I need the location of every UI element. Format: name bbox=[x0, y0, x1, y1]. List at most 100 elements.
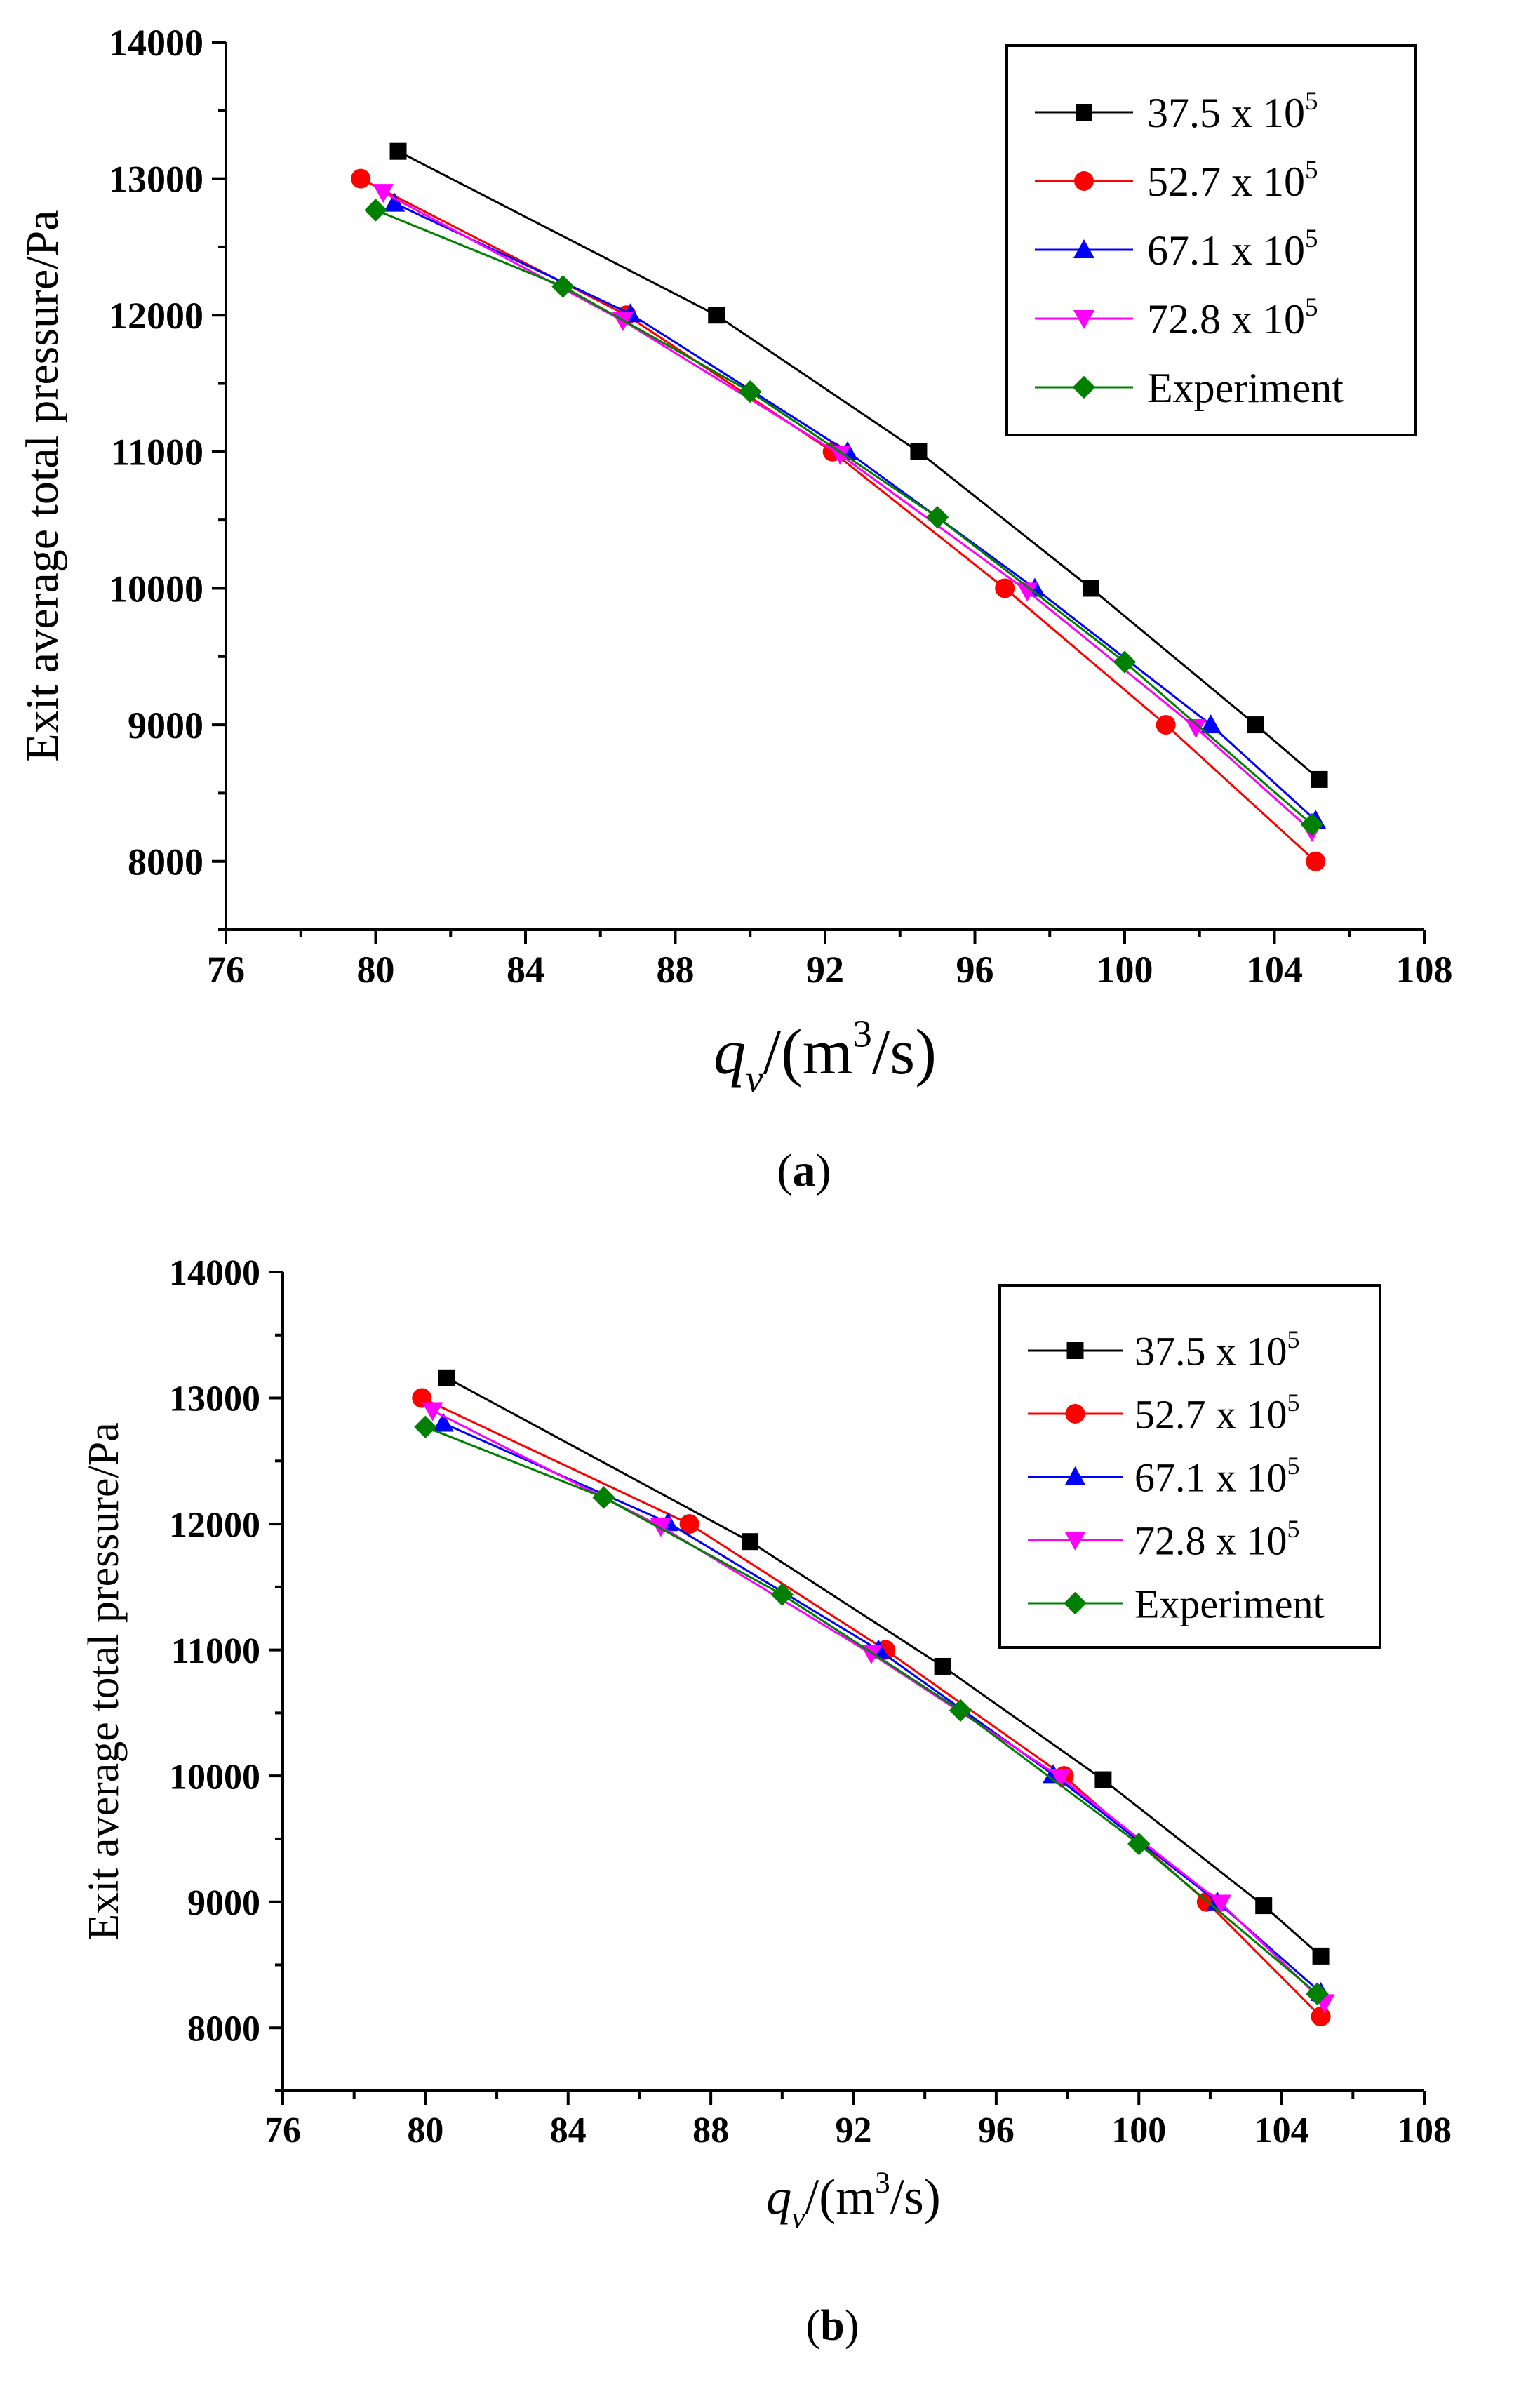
data-point bbox=[739, 380, 762, 403]
x-axis-label: qv/(m3/s) bbox=[766, 2167, 941, 2235]
legend-marker bbox=[1076, 104, 1092, 121]
data-point bbox=[373, 184, 394, 203]
y-tick-label: 14000 bbox=[109, 22, 203, 64]
x-axis-label-post: /s) bbox=[872, 1016, 937, 1088]
data-point bbox=[1156, 715, 1176, 735]
data-point bbox=[432, 1412, 454, 1432]
data-point bbox=[1300, 812, 1324, 836]
x-tick-label: 104 bbox=[1254, 2110, 1309, 2150]
legend-label-exponent: 5 bbox=[1305, 156, 1318, 185]
series-4 bbox=[414, 1415, 1329, 2005]
data-point bbox=[1094, 1771, 1112, 1788]
chart-panel-b: 76 80 84 88 92 96 100 104 108 8000 9000 10000 11000 1… bbox=[80, 1253, 1452, 2350]
x-tick-label: 108 bbox=[1397, 2110, 1452, 2150]
data-point bbox=[742, 1533, 759, 1551]
data-point bbox=[1200, 714, 1221, 734]
data-point bbox=[592, 1486, 615, 1509]
legend-label-text: 37.5 x 10 bbox=[1147, 90, 1305, 136]
series-line bbox=[375, 208, 1313, 826]
panel-caption-letter: a bbox=[793, 1145, 816, 1196]
legend-label-exponent: 5 bbox=[1287, 1515, 1300, 1543]
legend-label: 67.1 x 105 bbox=[1134, 1452, 1300, 1500]
legend-label-text: 72.8 x 10 bbox=[1134, 1518, 1287, 1563]
y-tick-label: 10000 bbox=[109, 568, 203, 610]
data-point bbox=[551, 275, 575, 298]
x-tick-label: 80 bbox=[357, 949, 395, 991]
data-point bbox=[1127, 1832, 1151, 1856]
y-axis-label: Exit average total pressure/Pa bbox=[17, 210, 68, 761]
data-point bbox=[1312, 1947, 1330, 1965]
x-tick-label: 92 bbox=[836, 2110, 872, 2150]
data-point bbox=[934, 1657, 951, 1675]
data-point bbox=[422, 1402, 443, 1421]
legend-marker bbox=[1064, 1532, 1086, 1551]
x-tick-label: 88 bbox=[657, 949, 695, 991]
legend-label-text: Experiment bbox=[1134, 1581, 1325, 1626]
chart-panel-a: 76 80 84 88 92 96 100 104 108 8000 9000 10000 11000 1… bbox=[17, 22, 1453, 1196]
y-tick-label: 11000 bbox=[111, 431, 203, 474]
data-point bbox=[438, 1369, 455, 1386]
legend-label-text: 52.7 x 10 bbox=[1147, 159, 1305, 205]
x-axis-label-pre: /(m bbox=[805, 2169, 875, 2225]
data-point bbox=[351, 168, 371, 189]
y-tick-label: 8000 bbox=[128, 841, 203, 883]
legend-marker bbox=[1073, 239, 1094, 258]
legend-label: 37.5 x 105 bbox=[1134, 1325, 1300, 1374]
panel-caption-letter: b bbox=[820, 2302, 844, 2350]
x-tick-label: 104 bbox=[1246, 949, 1303, 991]
y-tick-label: 10000 bbox=[169, 1757, 260, 1797]
data-point bbox=[1311, 770, 1328, 788]
data-point bbox=[1311, 2007, 1331, 2027]
y-tick-label: 11000 bbox=[171, 1631, 260, 1671]
x-tick-label: 96 bbox=[956, 949, 994, 991]
x-tick-label: 76 bbox=[265, 2110, 301, 2150]
x-tick-label: 76 bbox=[207, 949, 245, 991]
legend-label: 52.7 x 105 bbox=[1134, 1389, 1300, 1437]
data-point bbox=[414, 1415, 437, 1439]
data-point bbox=[1255, 1897, 1273, 1915]
legend-label-exponent: 5 bbox=[1305, 293, 1318, 322]
series-0 bbox=[389, 142, 1328, 788]
legend-label-text: 72.8 x 10 bbox=[1147, 296, 1305, 342]
data-point bbox=[1306, 1982, 1329, 2005]
data-point bbox=[1185, 718, 1207, 738]
x-tick-label: 88 bbox=[692, 2110, 729, 2150]
legend-marker bbox=[1074, 171, 1094, 191]
data-point bbox=[1017, 582, 1038, 602]
legend-label-exponent: 5 bbox=[1305, 87, 1318, 116]
y-axis-label: Exit average total pressure/Pa bbox=[80, 1422, 128, 1941]
x-axis-label-sub: v bbox=[746, 1057, 763, 1100]
legend-label-text: 37.5 x 10 bbox=[1134, 1328, 1287, 1374]
legend-label: 52.7 x 105 bbox=[1147, 156, 1318, 205]
series-0 bbox=[438, 1369, 1330, 1965]
legend-box bbox=[998, 1284, 1381, 1649]
y-tick-label: 12000 bbox=[169, 1505, 260, 1545]
legend-label: 37.5 x 105 bbox=[1147, 87, 1318, 136]
legend-label-text: 67.1 x 10 bbox=[1147, 227, 1305, 274]
legend-label-text: 52.7 x 10 bbox=[1134, 1391, 1287, 1437]
x-axis-label-post: /s) bbox=[890, 2169, 941, 2225]
data-point bbox=[1247, 716, 1264, 734]
data-point bbox=[770, 1583, 794, 1606]
data-point bbox=[995, 578, 1015, 598]
x-axis-label-q: q bbox=[714, 1016, 746, 1088]
x-tick-label: 84 bbox=[507, 949, 544, 991]
panel-caption: (b) bbox=[806, 2302, 859, 2350]
legend-label-text: 67.1 x 10 bbox=[1134, 1454, 1287, 1500]
data-point bbox=[389, 142, 407, 160]
data-point bbox=[1306, 851, 1326, 871]
legend-label: 72.8 x 105 bbox=[1147, 293, 1318, 342]
legend-label: 67.1 x 105 bbox=[1147, 225, 1318, 274]
y-tick-label: 13000 bbox=[169, 1379, 260, 1419]
data-point bbox=[949, 1699, 972, 1722]
x-tick-label: 92 bbox=[806, 949, 844, 991]
x-tick-label: 100 bbox=[1097, 949, 1153, 991]
series-line bbox=[446, 1377, 1322, 1958]
x-tick-label: 80 bbox=[407, 2110, 443, 2150]
legend-marker bbox=[1065, 1404, 1085, 1424]
legend-label-exponent: 5 bbox=[1305, 225, 1318, 253]
x-tick-label: 108 bbox=[1396, 949, 1453, 991]
series-line bbox=[421, 1397, 1322, 2018]
